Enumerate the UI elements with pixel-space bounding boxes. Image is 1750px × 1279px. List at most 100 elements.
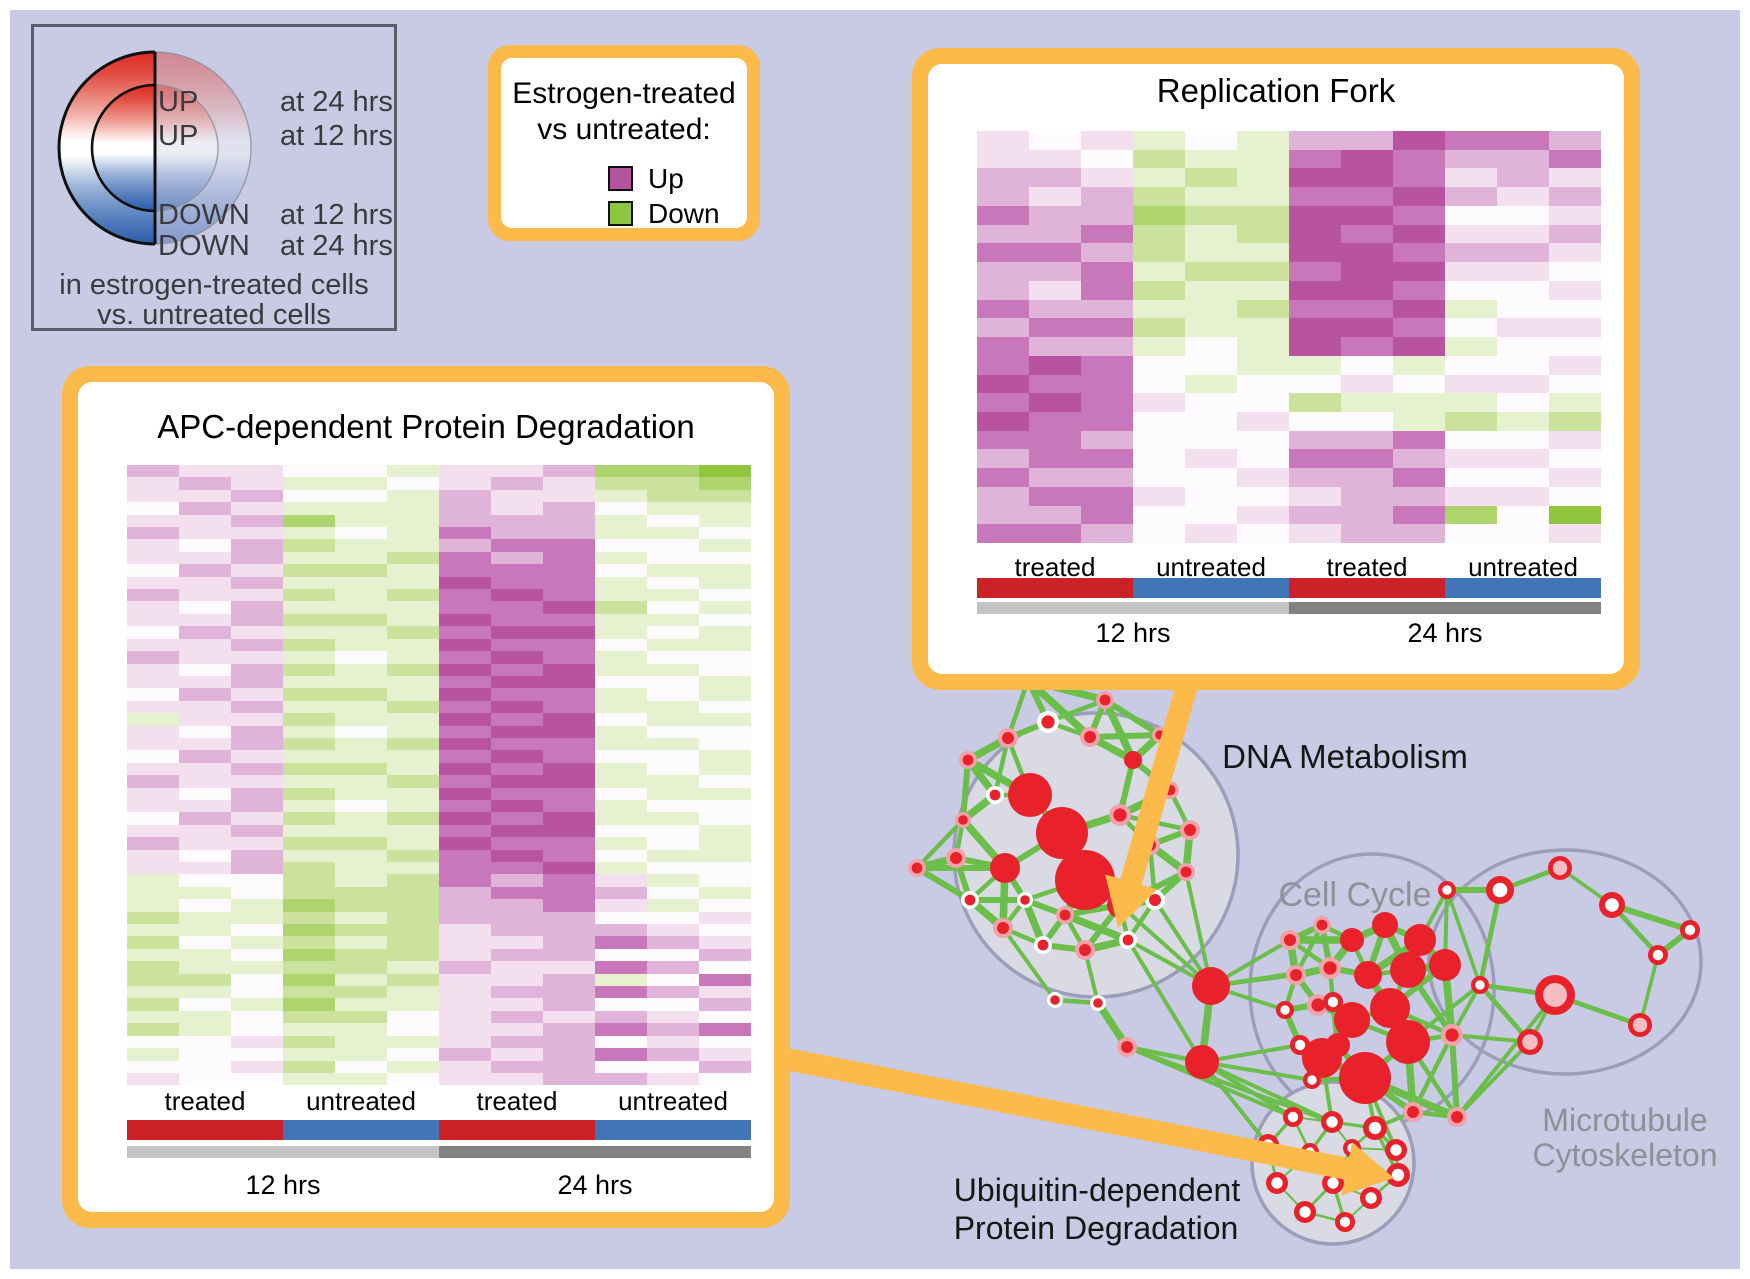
- heatmap-cell: [1133, 280, 1185, 300]
- heatmap-cell: [647, 849, 699, 862]
- heatmap-cell: [439, 514, 491, 528]
- heatmap-cell: [335, 713, 387, 726]
- heatmap-cell: [1237, 318, 1289, 338]
- heatmap-cell: [1185, 486, 1237, 506]
- heatmap-cell: [1497, 355, 1549, 375]
- heatmap-cell: [1445, 280, 1497, 300]
- heatmap-cell: [283, 750, 335, 763]
- heatmap-cell: [335, 725, 387, 738]
- network-node-core: [1099, 694, 1111, 706]
- heatmap-cell: [283, 799, 335, 813]
- heatmap-cell: [1549, 280, 1601, 300]
- heatmap-cell: [283, 849, 335, 862]
- heatmap-cell: [1133, 205, 1185, 225]
- time-bar-segment: [127, 1146, 439, 1158]
- heatmap-cell: [283, 651, 335, 664]
- heatmap-cell: [231, 626, 283, 639]
- network-node-core: [1180, 866, 1192, 878]
- heatmap-cell: [1237, 299, 1289, 319]
- heatmap-cell: [543, 998, 595, 1011]
- heatmap-cell: [231, 737, 283, 751]
- heatmap-cell: [127, 799, 179, 813]
- heatmap-cell: [387, 948, 439, 962]
- heatmap-cell: [543, 651, 595, 664]
- cluster-label-ubiquitin-dependent-protein-degradation: Protein Degradation: [954, 1210, 1239, 1246]
- heatmap-cell: [491, 775, 543, 788]
- heatmap-row: [127, 973, 751, 987]
- heatmap-cell: [127, 812, 179, 825]
- heatmap-cell: [595, 998, 647, 1011]
- heatmap-cell: [699, 465, 751, 478]
- heatmap-cell: [387, 564, 439, 577]
- heatmap-cell: [1341, 486, 1393, 506]
- heatmap-cell: [335, 527, 387, 540]
- network-node: [1429, 949, 1461, 981]
- heatmap-cell: [231, 713, 283, 726]
- heatmap-cell: [491, 824, 543, 838]
- network-edge: [1061, 911, 1132, 944]
- network-node-core: [989, 789, 1001, 801]
- heatmap-cell: [977, 374, 1029, 394]
- heatmap-cell: [1549, 205, 1601, 225]
- heatmap-cell: [231, 1072, 283, 1086]
- heatmap-cell: [491, 700, 543, 714]
- network-node-core: [1543, 983, 1567, 1007]
- heatmap-cell: [283, 936, 335, 949]
- network-node: [1192, 967, 1230, 1005]
- rf-group-label-untreated-24: untreated: [1468, 552, 1578, 582]
- heatmap-cell: [699, 564, 751, 577]
- heatmap-cell: [127, 502, 179, 515]
- heatmap-cell: [1289, 468, 1341, 487]
- heatmap-cell: [387, 973, 439, 987]
- heatmap-cell: [1289, 449, 1341, 469]
- heatmap-cell: [977, 318, 1029, 338]
- heatmap-cell: [439, 576, 491, 590]
- heatmap-cell: [1081, 299, 1133, 319]
- heatmap-cell: [179, 775, 231, 788]
- heatmap-cell: [699, 514, 751, 528]
- heatmap-cell: [1081, 374, 1133, 394]
- network-edge: [1455, 1040, 1532, 1119]
- heatmap-cell: [127, 1010, 179, 1024]
- heatmap-cell: [647, 899, 699, 912]
- heatmap-cell: [647, 1023, 699, 1036]
- heatmap-cell: [231, 911, 283, 925]
- heatmap-cell: [179, 1060, 231, 1073]
- heatmap-cell: [491, 489, 543, 503]
- network-node-core: [964, 894, 976, 906]
- heatmap-row: [127, 1048, 751, 1061]
- network-node-core: [1632, 1017, 1648, 1033]
- heatmap-cell: [543, 663, 595, 676]
- heatmap-cell: [647, 663, 699, 676]
- heatmap-cell: [1549, 337, 1601, 356]
- network-node: [1334, 1002, 1370, 1038]
- network-node: [1008, 773, 1052, 817]
- heatmap-cell: [699, 713, 751, 726]
- heatmap-cell: [1549, 318, 1601, 338]
- heatmap-cell: [335, 465, 387, 478]
- heatmap-cell: [543, 986, 595, 999]
- heatmap-cell: [1081, 131, 1133, 150]
- heatmap-cell: [335, 799, 387, 813]
- heatmap-cell: [595, 961, 647, 974]
- condition-bar-segment: [977, 578, 1133, 598]
- apc-24hrs-label: 24 hrs: [557, 1170, 633, 1200]
- heatmap-cell: [699, 998, 751, 1011]
- network-node-core: [1652, 949, 1664, 961]
- heatmap-cell: [595, 725, 647, 738]
- heatmap-cell: [1393, 280, 1445, 300]
- network-node-core: [1002, 732, 1014, 744]
- heatmap-cell: [127, 539, 179, 552]
- heatmap-cell: [491, 725, 543, 738]
- rf-12hrs-label: 12 hrs: [1095, 618, 1171, 648]
- heatmap-cell: [439, 911, 491, 925]
- heatmap-cell: [595, 1072, 647, 1086]
- heatmap-row: [127, 1072, 751, 1086]
- heatmap-cell: [1445, 224, 1497, 244]
- network-edge: [1001, 926, 1057, 1002]
- annotation-arrow-head: [1341, 1142, 1394, 1196]
- network-node-core: [1093, 998, 1103, 1008]
- heatmap-cell: [595, 564, 647, 577]
- heatmap-cell: [283, 551, 335, 565]
- heatmap-cell: [1133, 318, 1185, 338]
